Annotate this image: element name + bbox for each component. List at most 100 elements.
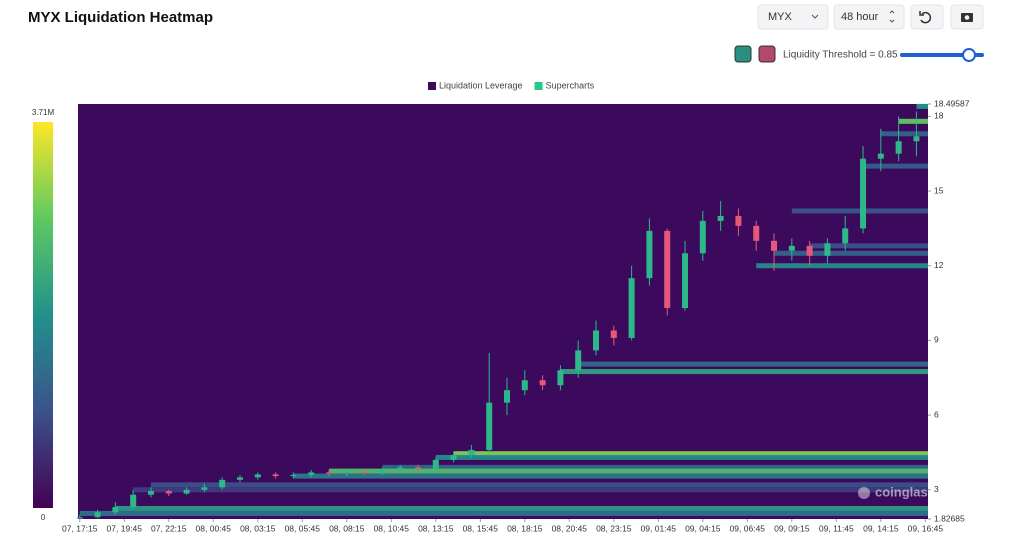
candle-body [877,153,884,159]
candle-body [361,471,368,473]
liquidity-band [382,464,928,470]
x-tick-label: 08, 05:45 [285,523,321,533]
slider-knob[interactable] [962,48,976,62]
candle-body [860,158,867,229]
candle-body [628,278,635,338]
liquidity-band [453,451,928,457]
liquidity-band [435,454,928,460]
candle-body [219,479,226,488]
watermark: coinglass [875,484,935,499]
select-box[interactable] [833,4,905,30]
x-tick-label: 09, 14:15 [863,523,899,533]
x-tick-label: 08, 10:45 [374,523,410,533]
x-tick-label: 08, 13:15 [418,523,454,533]
y-tick-label: 1.82685 [934,513,965,523]
liquidity-band [578,361,928,367]
candle-body [147,491,154,495]
colorbar-label: 3.71M [32,108,55,117]
colorbar [33,122,53,508]
candle-body [610,330,617,338]
candle-body [895,141,902,154]
candle-body [788,245,795,251]
candle-body [557,370,564,386]
y-tick-label: 15 [934,185,944,195]
legend-swatch [534,82,543,90]
x-tick-label: 07, 22:15 [151,523,187,533]
candle-body [432,459,439,469]
x-tick-label: 09, 04:15 [685,523,721,533]
liquidity-band [916,103,928,109]
x-tick-label: 08, 18:15 [507,523,543,533]
candle-body [539,380,546,386]
x-tick-label: 07, 17:15 [62,523,98,533]
y-tick-label: 9 [934,335,939,345]
symbol-select[interactable]: MYX [757,4,829,30]
candle-body [76,517,83,519]
candle-body [236,477,243,480]
select-box[interactable] [757,4,829,30]
candle-body [664,230,671,309]
legend-label: Liquidation Leverage [439,80,523,90]
x-tick-label: 08, 20:45 [552,523,588,533]
watermark-logo [858,487,870,499]
y-tick-label: 18 [934,111,944,121]
candle-body [717,215,724,221]
plot [76,103,929,519]
x-tick-label: 09, 11:45 [819,523,854,533]
candle-body [575,350,582,371]
colorbar-label: 0 [41,513,46,522]
liquidity-band [79,510,929,516]
colorscheme-viridis[interactable] [734,45,752,63]
liquidity-band [774,250,928,256]
candle-body [290,474,297,477]
liquidity-band [560,369,928,375]
x-tick-label: 09, 01:45 [641,523,677,533]
liquidity-band [880,131,928,137]
x-tick-label: 08, 00:45 [196,523,232,533]
colorscheme-magma[interactable] [758,45,776,63]
candle-body [201,487,208,490]
page-title: MYX Liquidation Heatmap [28,9,213,26]
candle-body [308,472,315,475]
legend-label: Supercharts [546,80,595,90]
candle-body [682,253,689,309]
refresh-icon [919,11,932,24]
y-tick-label: 3 [934,484,939,494]
candle-body [254,474,261,478]
y-tick-label: 6 [934,409,939,419]
candle-body [771,240,778,251]
legend-swatch [428,82,436,90]
candle-body [272,474,279,477]
liquidity-band [293,473,928,479]
threshold-label: Liquidity Threshold = 0.85 [783,50,898,61]
candle-body [646,230,653,279]
select-text[interactable]: 48 hour [841,11,879,23]
liquidity-band [115,505,928,511]
candle-body [112,507,119,513]
candle-body [397,467,404,470]
liquidity-band [328,468,928,474]
candle-body [450,454,457,460]
x-tick-label: 09, 09:15 [774,523,810,533]
y-tick-label: 12 [934,260,944,270]
x-tick-label: 09, 16:45 [908,523,944,533]
candle-body [824,243,831,256]
range-select[interactable]: 48 hour [833,4,905,30]
plot-background [78,104,928,519]
select-text[interactable]: MYX [768,11,793,23]
candle-body [753,225,760,241]
candle-body [165,491,172,494]
liquidity-band [809,243,928,249]
liquidity-band [791,208,928,214]
candle-body [379,469,386,473]
candle-body [486,402,493,450]
x-tick-label: 08, 08:15 [329,523,365,533]
refresh-button[interactable] [910,4,944,30]
x-tick-label: 08, 15:45 [463,523,499,533]
x-tick-label: 08, 03:15 [240,523,276,533]
candle-body [735,215,742,226]
candle-body [415,467,421,469]
candle-body [806,245,813,256]
liquidity-band [150,482,928,488]
x-tick-label: 08, 23:15 [596,523,632,533]
